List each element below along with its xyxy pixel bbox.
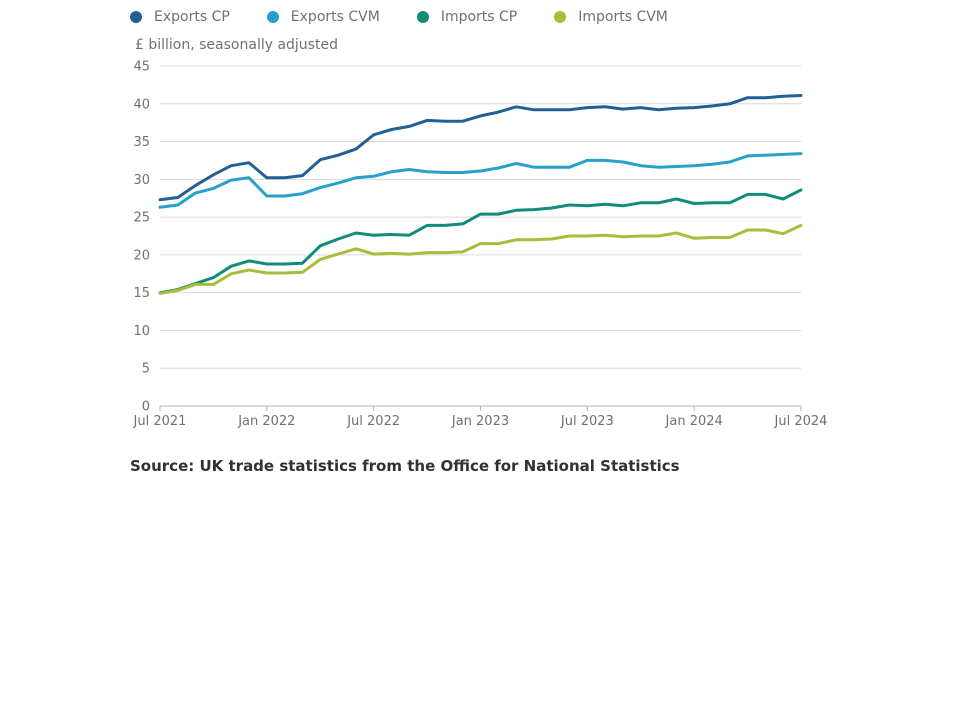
x-tick-label: Jan 2024	[665, 414, 723, 429]
legend-swatch	[266, 11, 279, 23]
x-tick-label: Jan 2023	[451, 414, 509, 429]
y-tick-label: 15	[133, 286, 150, 301]
y-tick-label: 5	[142, 362, 150, 377]
series-line-imports-cvm	[158, 223, 803, 295]
legend-swatch	[130, 11, 142, 23]
y-tick-label: 30	[133, 173, 150, 188]
legend-item: Exports CP	[130, 9, 230, 25]
line-chart: 0 5 10 15 20 25 30 35 40 45 Jul 2021 Jan 2022 Jul 20…	[133, 60, 828, 430]
legend-swatch	[554, 11, 567, 23]
y-tick-label: 20	[133, 248, 150, 263]
legend-label: Exports CVM	[290, 9, 380, 25]
y-tick-label: 40	[133, 97, 150, 112]
series-line-exports-cvm	[158, 152, 803, 209]
x-tick-label: Jul 2023	[560, 414, 614, 429]
x-tick-label: Jan 2022	[237, 414, 295, 429]
x-tick-label: Jul 2022	[346, 414, 400, 429]
y-tick-label: 0	[142, 400, 150, 415]
y-tick-label: 10	[133, 324, 150, 339]
legend-item: Imports CP	[416, 9, 518, 25]
legend-item: Exports CVM	[266, 9, 380, 25]
y-tick-label: 35	[133, 135, 150, 150]
legend-label: Imports CP	[440, 9, 518, 25]
series-line-imports-cp	[158, 188, 803, 295]
legend-label: Imports CVM	[578, 9, 668, 25]
x-tick-label: Jul 2021	[133, 414, 187, 429]
x-tick-label: Jul 2024	[774, 414, 828, 429]
y-axis-label: £ billion, seasonally adjusted	[135, 37, 338, 53]
y-tick-label: 25	[133, 211, 150, 226]
source-note: Source: UK trade statistics from the Off…	[130, 457, 680, 475]
y-tick-label: 45	[133, 60, 150, 75]
series-line-exports-cp	[158, 94, 803, 202]
legend-item: Imports CVM	[554, 9, 668, 25]
legend-swatch	[416, 11, 429, 23]
legend-label: Exports CP	[154, 9, 230, 25]
chart-legend: Exports CP Exports CVM Imports CP Imports C…	[130, 6, 705, 28]
